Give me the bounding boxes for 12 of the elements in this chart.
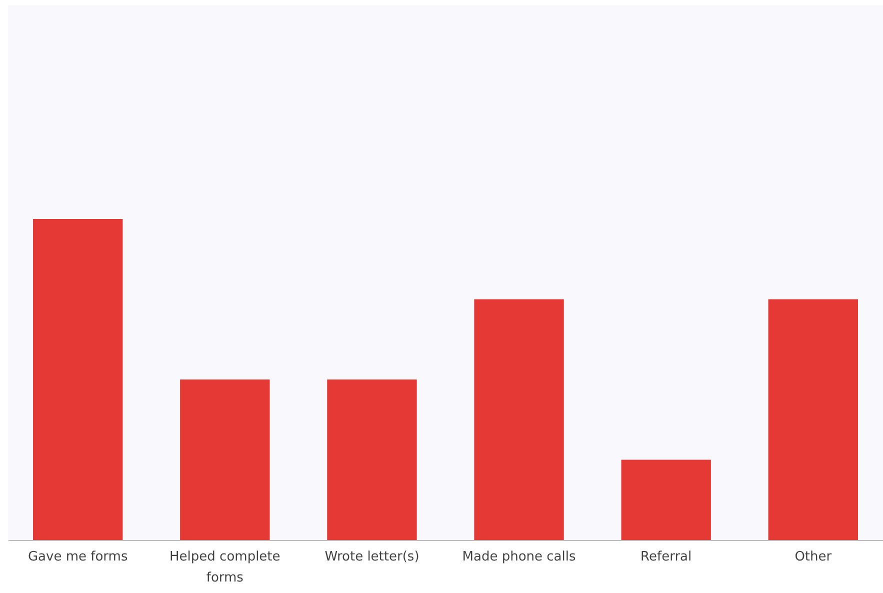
x-tick-label: Helped complete forms xyxy=(170,550,280,586)
bar xyxy=(33,219,123,540)
x-tick-label: Other xyxy=(794,550,832,564)
bar xyxy=(327,380,417,540)
x-tick-label: Made phone calls xyxy=(462,550,576,564)
bar xyxy=(768,299,858,540)
x-tick-label: Wrote letter(s) xyxy=(324,550,420,564)
x-tick-label: Gave me forms xyxy=(28,550,128,564)
bar xyxy=(474,299,564,540)
bar xyxy=(180,380,270,540)
x-tick-label: Referral xyxy=(640,550,692,564)
bar xyxy=(621,460,711,540)
